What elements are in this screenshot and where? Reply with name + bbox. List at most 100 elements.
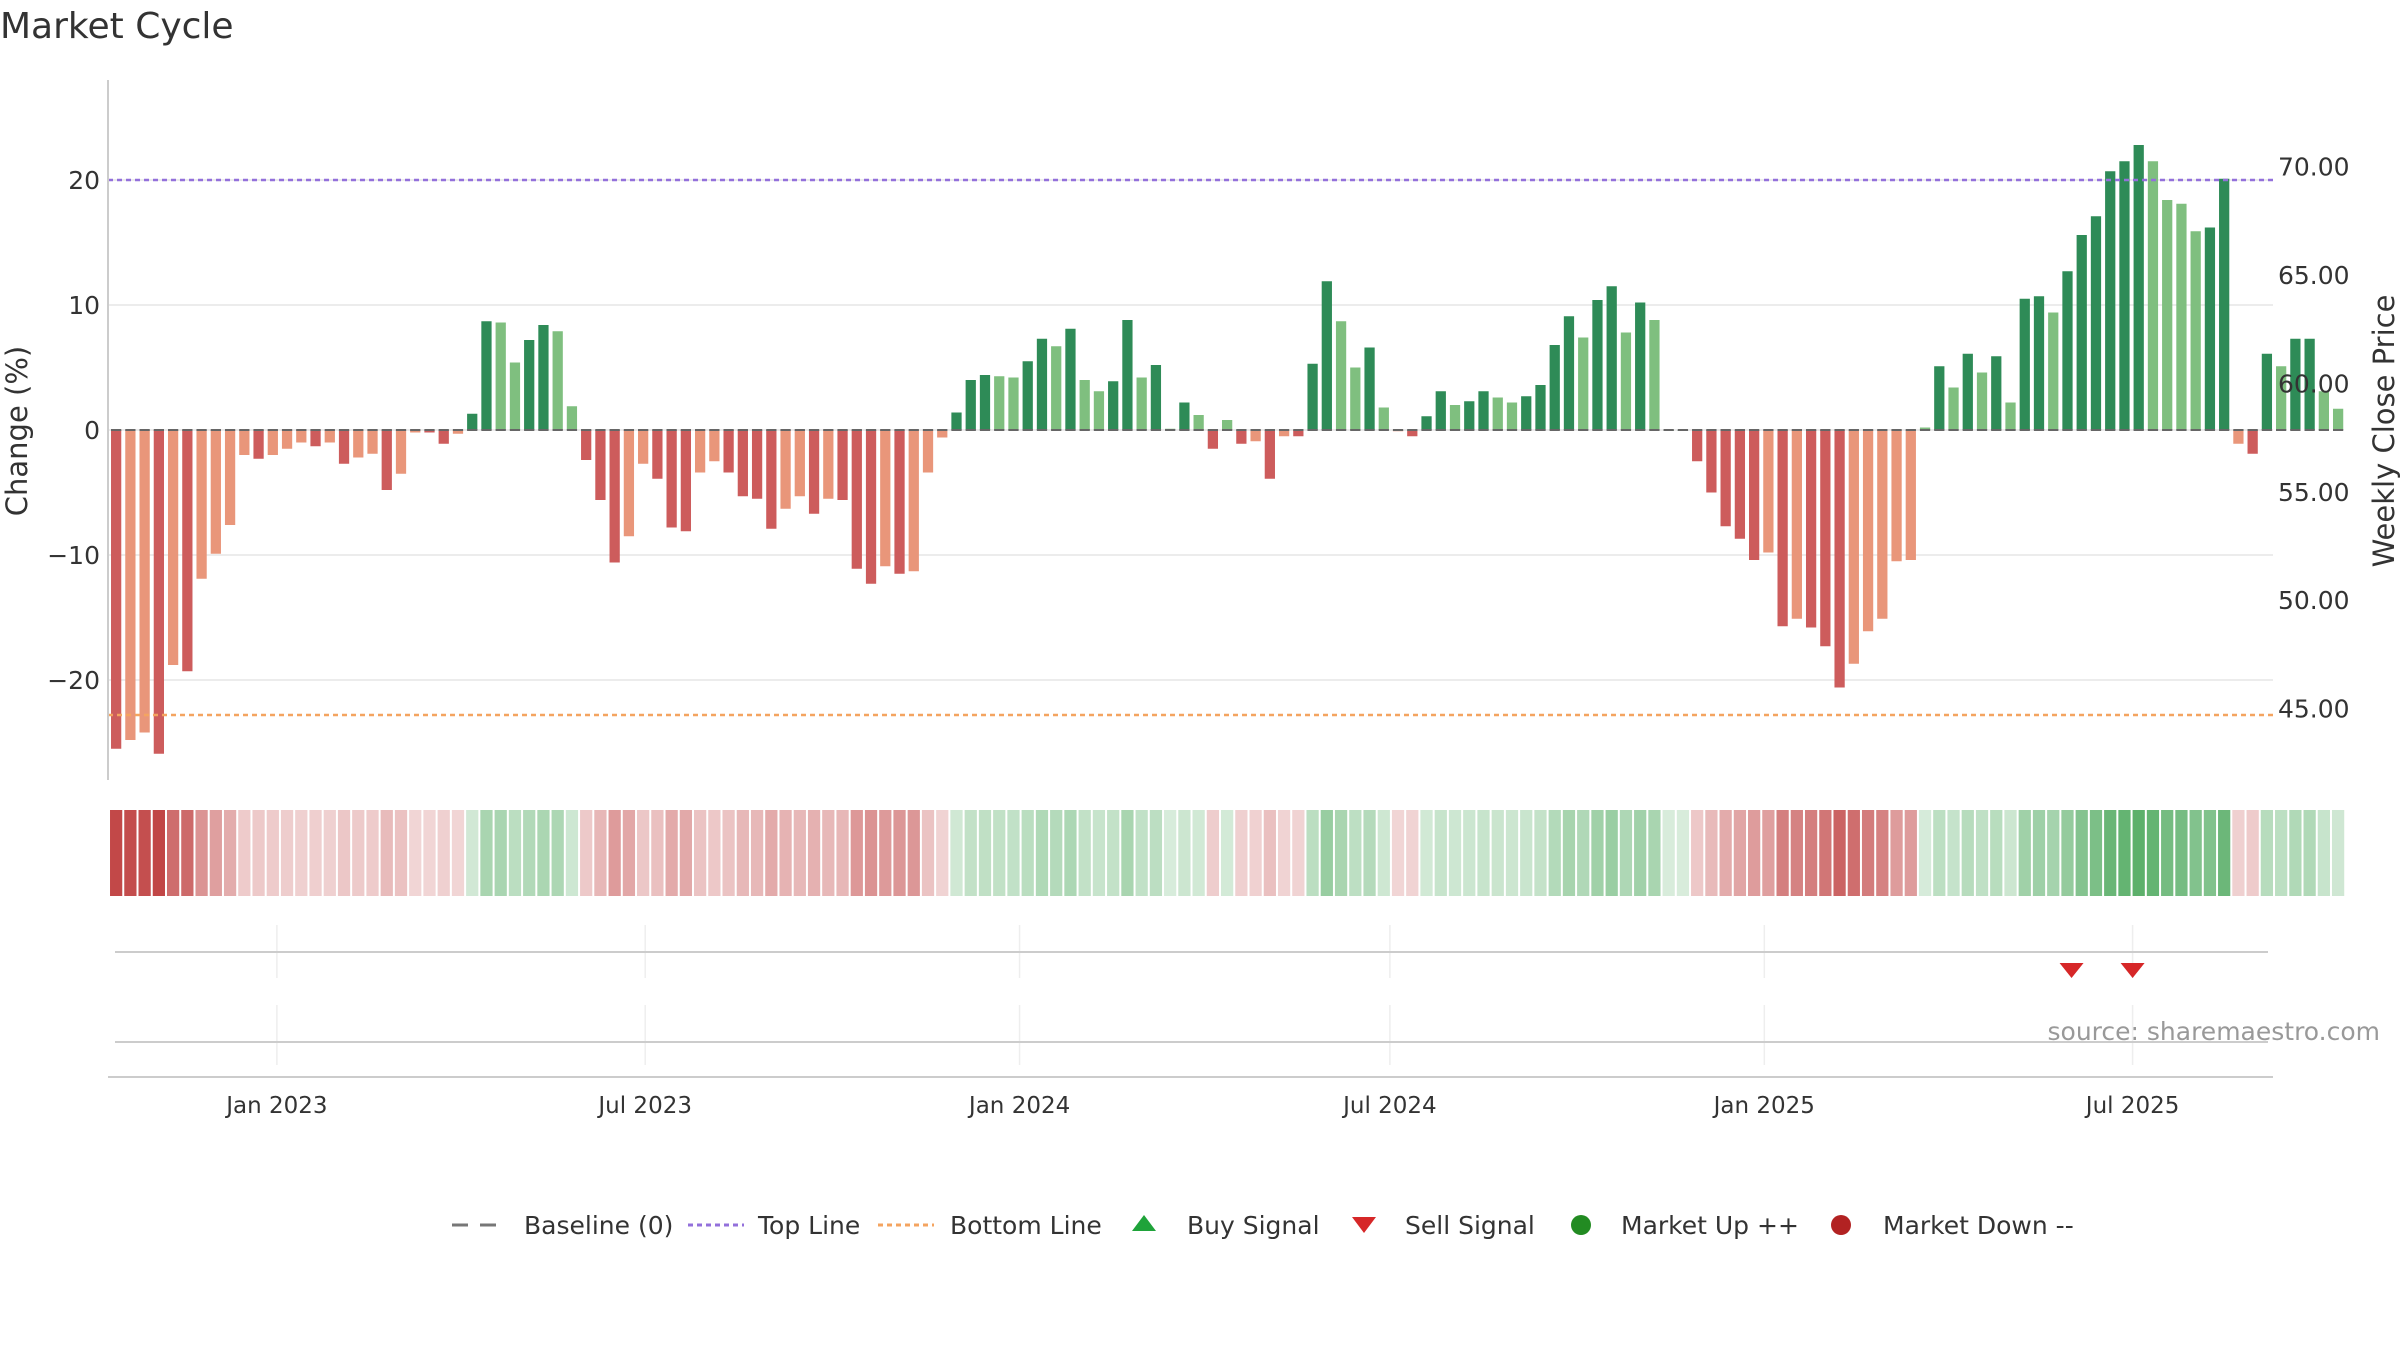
heat-cell <box>1748 810 1761 896</box>
change-bar <box>994 376 1005 430</box>
x-tick-label: Jan 2025 <box>1712 1093 1815 1119</box>
change-bar <box>524 340 535 430</box>
heat-cell <box>110 810 123 896</box>
change-bar <box>1834 430 1845 688</box>
change-bar <box>894 430 905 574</box>
heat-cell <box>1605 810 1618 896</box>
heat-cell <box>1548 810 1561 896</box>
change-bar <box>495 322 506 430</box>
change-bar <box>2019 298 2030 430</box>
change-bar <box>837 430 848 500</box>
change-bar <box>737 430 748 497</box>
change-bar <box>1036 338 1048 430</box>
heat-cell <box>950 810 963 896</box>
y2-axis-label: Weekly Close Price <box>2367 295 2400 568</box>
change-bar <box>2090 216 2102 430</box>
heat-cell <box>1961 810 1974 896</box>
change-bar <box>281 430 293 449</box>
change-bar <box>638 430 649 464</box>
legend-label: Sell Signal <box>1405 1211 1535 1240</box>
heat-cell <box>637 810 650 896</box>
heat-cell <box>1306 810 1319 896</box>
heat-cell <box>1206 810 1220 896</box>
heat-cell <box>494 810 507 896</box>
heat-cell <box>1064 810 1077 896</box>
change-bar <box>1022 361 1033 430</box>
heat-cell <box>1790 810 1803 896</box>
heat-cell <box>1078 810 1091 896</box>
bars-layer <box>111 145 2344 754</box>
heat-cell <box>793 810 806 896</box>
heat-cell <box>1861 810 1875 896</box>
change-bar <box>182 430 193 672</box>
change-bar <box>210 430 221 554</box>
heat-cell <box>1235 810 1248 896</box>
heat-cell <box>537 810 550 896</box>
y-tick-label: −10 <box>47 541 100 570</box>
heat-cell <box>1577 810 1590 896</box>
change-bar <box>2105 171 2116 430</box>
change-bar <box>1549 345 1560 430</box>
change-bar <box>766 430 777 529</box>
x-tick-label: Jan 2023 <box>224 1093 327 1119</box>
heat-cell <box>807 810 821 896</box>
change-bar <box>1378 407 1389 430</box>
change-bar <box>111 430 122 749</box>
heat-cell <box>466 810 479 896</box>
change-bar <box>1991 356 2002 430</box>
heat-cell <box>907 810 920 896</box>
heat-cell <box>1334 810 1348 896</box>
heat-cell <box>1164 810 1177 896</box>
change-bar <box>1578 337 1589 430</box>
heat-cell <box>1520 810 1533 896</box>
change-bar <box>1592 300 1603 430</box>
heat-cell <box>394 810 408 896</box>
heat-cell <box>1733 810 1747 896</box>
change-bar <box>1506 402 1518 430</box>
heat-cell <box>651 810 664 896</box>
heat-cell <box>1648 810 1661 896</box>
heat-cell <box>1477 810 1490 896</box>
change-bar <box>2048 312 2059 430</box>
heat-cell <box>2246 810 2259 896</box>
heat-cell <box>836 810 849 896</box>
heat-cell <box>1448 810 1462 896</box>
change-bar <box>1250 430 1261 442</box>
heat-cell <box>879 810 892 896</box>
change-bar <box>1492 397 1503 430</box>
change-bar <box>2147 161 2159 430</box>
legend-label: Market Up ++ <box>1621 1211 1799 1240</box>
heat-cell <box>1562 810 1576 896</box>
change-bar <box>267 430 278 455</box>
heat-cell <box>1505 810 1519 896</box>
heat-cell <box>238 810 251 896</box>
change-bar <box>1350 367 1361 430</box>
change-bar <box>922 430 934 473</box>
change-bar <box>780 430 791 509</box>
heat-cell <box>252 810 265 896</box>
heat-cell <box>1890 810 1903 896</box>
change-bar <box>1734 430 1746 539</box>
change-bar <box>1065 328 1076 430</box>
heat-cell <box>736 810 749 896</box>
y2-tick-label: 55.00 <box>2278 478 2350 507</box>
change-bar <box>1364 347 1375 430</box>
heat-cell <box>181 810 194 896</box>
change-bar <box>1150 365 1162 430</box>
change-bar <box>424 430 435 433</box>
heat-cell <box>166 810 180 896</box>
change-bar <box>1962 353 1973 430</box>
heat-cell <box>266 810 279 896</box>
heat-cell <box>352 810 365 896</box>
legend: Baseline (0) Top Line Bottom Line Buy Signa… <box>452 1211 2074 1240</box>
heat-cell <box>1178 810 1191 896</box>
change-bar <box>1179 402 1190 430</box>
heat-cell <box>1819 810 1832 896</box>
heat-cell <box>152 810 165 896</box>
change-bar <box>153 430 164 754</box>
change-bar <box>1521 396 1532 430</box>
heat-cell <box>1363 810 1376 896</box>
change-bar <box>808 430 820 514</box>
heat-cell <box>1676 810 1690 896</box>
change-bar <box>1108 381 1119 430</box>
